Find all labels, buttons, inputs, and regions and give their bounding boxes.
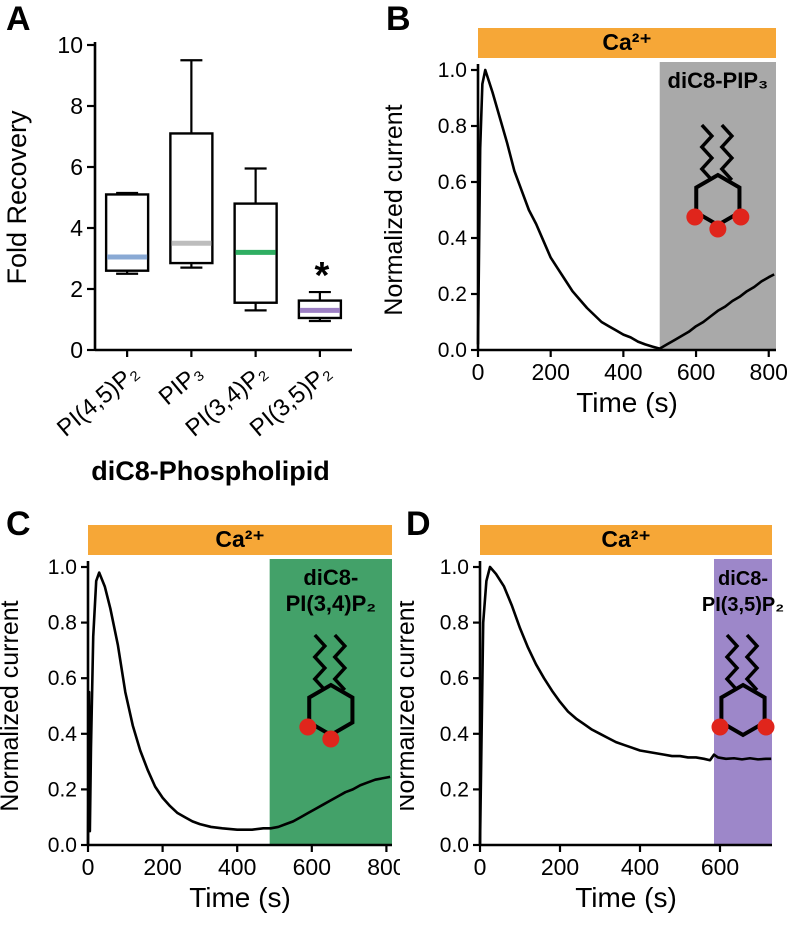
x-tick-label: 400	[218, 854, 256, 880]
x-category-label: PIP₃	[154, 359, 208, 411]
phosphate-dot	[709, 220, 727, 238]
x-tick-label: 200	[531, 359, 569, 385]
x-tick-label: 0	[474, 854, 487, 880]
y-tick-label: 0.2	[440, 778, 469, 801]
x-axis-label: Time (s)	[575, 882, 677, 913]
y-tick-label: 0.8	[48, 612, 77, 635]
treatment-label: diC8-PIP₃	[668, 68, 769, 93]
panel-d: D Ca²⁺ diC8- PI(3,5)P₂ 0.0 0.2 0.4 0.6 0.8 1.0 0 2…	[400, 505, 791, 929]
x-tick-label: 800	[750, 359, 788, 385]
x-tick-label: 600	[293, 854, 331, 880]
current-trace	[478, 565, 772, 846]
acyl-chain	[719, 123, 735, 182]
y-tick-label: 0.2	[438, 283, 467, 306]
line-chart-dic8-pip3: Ca²⁺ diC8-PIP₃ 0.0 0.2 0.4 0.6 0.8 1.0 0 200 400 60…	[380, 28, 788, 418]
x-axis-label: diC8-Phospholipid	[91, 456, 329, 486]
y-tick-label: 0.8	[438, 115, 467, 138]
x-tick-label: 600	[701, 854, 739, 880]
ca-bar	[480, 525, 772, 555]
significance-marker: *	[314, 255, 329, 297]
phosphate-dot	[757, 718, 775, 736]
y-tick-label: 0.2	[48, 778, 77, 801]
panel-letter-d: D	[406, 505, 431, 543]
ca-bar-label: Ca²⁺	[601, 526, 650, 552]
acyl-chain	[744, 633, 760, 692]
treatment-label: diC8-	[718, 568, 768, 590]
y-tick-label: 6	[70, 154, 83, 180]
acyl-chain	[312, 633, 328, 692]
y-tick-label: 0.6	[438, 171, 467, 194]
y-tick-label: 0.4	[48, 723, 78, 746]
y-tick-label: 10	[57, 32, 83, 58]
ca-bar	[88, 525, 392, 555]
x-tick-label: 800	[367, 854, 400, 880]
y-tick-label: 0	[70, 337, 83, 363]
phosphate-dot	[711, 718, 729, 736]
y-axis-label: Normalized current	[400, 600, 420, 811]
phosphate-dot	[322, 730, 340, 748]
y-tick-label: 0.6	[440, 667, 469, 690]
y-tick-label: 0.8	[440, 612, 469, 635]
y-tick-label: 0.0	[440, 834, 469, 857]
line-chart-dic8-pi35p2: Ca²⁺ diC8- PI(3,5)P₂ 0.0 0.2 0.4 0.6 0.8 1.0 0 200…	[400, 525, 784, 913]
y-tick-label: 0.4	[440, 723, 470, 746]
panel-b: B Ca²⁺ diC8-PIP₃ 0.0 0.2 0.4 0.6 0.8 1.0 0 200 400…	[380, 0, 791, 505]
x-tick-label: 400	[621, 854, 659, 880]
panel-a: A 0 2 4 6 8 10 Fold Recovery PI(4,5)P₂ PIP₃ PI(3,…	[0, 0, 380, 505]
phosphate-dot	[732, 208, 750, 226]
x-tick-label: 200	[143, 854, 181, 880]
panel-letter-c: C	[6, 505, 31, 543]
x-tick-label: 0	[472, 359, 485, 385]
x-category-label: PI(4,5)P₂	[52, 359, 144, 442]
treatment-label: diC8-	[303, 565, 358, 590]
y-tick-label: 1.0	[48, 556, 77, 579]
phosphate-dot	[686, 208, 704, 226]
phosphate-dot	[299, 718, 317, 736]
lipid-icon	[719, 633, 767, 738]
y-tick-label: 1.0	[438, 59, 467, 82]
x-tick-label: 200	[541, 854, 579, 880]
treatment-region	[269, 559, 392, 845]
ca-bar-label: Ca²⁺	[602, 29, 651, 55]
panel-letter-b: B	[386, 0, 411, 38]
treatment-label: PI(3,4)P₂	[286, 591, 376, 616]
acyl-chain	[724, 633, 740, 692]
y-tick-label: 1.0	[440, 556, 469, 579]
x-tick-label: 400	[604, 359, 642, 385]
treatment-label: PI(3,5)P₂	[702, 594, 784, 616]
acyl-chain	[332, 633, 348, 692]
y-tick-label: 2	[70, 276, 83, 302]
y-tick-label: 8	[70, 93, 83, 119]
y-tick-label: 0.4	[438, 227, 468, 250]
treatment-region	[714, 559, 772, 845]
x-axis-label: Time (s)	[576, 387, 678, 418]
y-axis-label: Normalized current	[0, 600, 24, 811]
y-tick-label: 0.6	[48, 667, 77, 690]
ca-bar-label: Ca²⁺	[215, 526, 264, 552]
y-tick-label: 0.0	[438, 339, 467, 362]
ca-bar	[478, 28, 776, 58]
acyl-chain	[699, 123, 715, 182]
line-chart-dic8-pi34p2: Ca²⁺ diC8-PI(3,4)P₂ 0.0 0.2 0.4 0.6 0.8 1.0 0 200…	[0, 525, 400, 913]
y-tick-label: 0.0	[48, 834, 77, 857]
inositol-ring	[719, 682, 767, 738]
x-axis-label: Time (s)	[189, 882, 291, 913]
y-tick-label: 4	[70, 215, 83, 241]
x-tick-label: 0	[82, 854, 95, 880]
y-axis-label: Normalized current	[380, 104, 408, 315]
current-trace	[476, 68, 775, 350]
x-tick-label: 600	[677, 359, 715, 385]
panel-letter-a: A	[6, 0, 31, 38]
current-trace	[86, 571, 391, 846]
treatment-region	[659, 62, 776, 350]
y-axis-label: Fold Recovery	[2, 110, 32, 285]
panel-c: C Ca²⁺ diC8- PI(3,4)P₂ 0.0 0.2 0.4 0.6 0.8 1.0 0 2…	[0, 505, 400, 929]
